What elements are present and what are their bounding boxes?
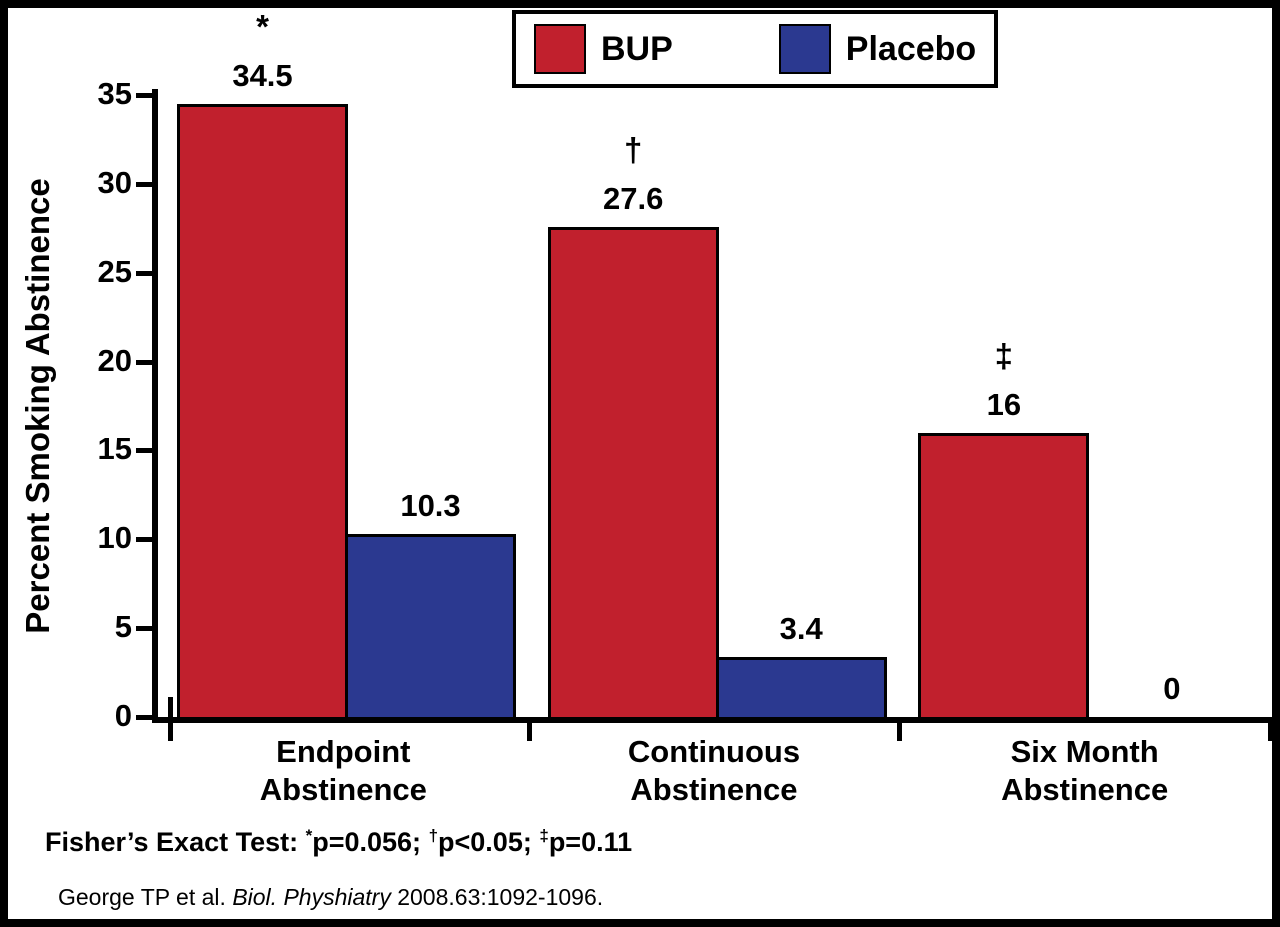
bar-placebo-0	[345, 533, 516, 720]
y-tick	[136, 715, 152, 720]
bup-color-swatch	[534, 24, 586, 74]
value-label: 16	[986, 386, 1022, 422]
y-tick	[136, 359, 152, 365]
double-dagger-symbol: ‡	[539, 826, 549, 845]
category-label: Six Month Abstinence	[1001, 734, 1169, 807]
legend-label-placebo: Placebo	[845, 29, 977, 68]
citation: George TP et al. Biol. Physhiatry 2008.6…	[58, 884, 603, 911]
y-tick-label: 35	[97, 76, 132, 111]
y-tick-label: 10	[97, 520, 132, 556]
bar-bup-0	[177, 103, 348, 720]
bar-bup-1	[547, 226, 719, 720]
x-tick	[168, 697, 173, 741]
bar-placebo-1	[715, 656, 887, 720]
y-tick	[136, 537, 152, 543]
value-label: 3.4	[779, 610, 823, 646]
y-axis-line	[152, 89, 158, 723]
footnote-prefix: Fisher’s Exact Test:	[45, 827, 306, 857]
footnote-segment-1: p=0.056;	[312, 827, 429, 857]
y-tick	[136, 270, 152, 276]
citation-journal: Biol. Physhiatry	[232, 884, 391, 910]
value-label: 10.3	[400, 487, 461, 523]
value-label: 0	[1163, 671, 1181, 706]
y-tick-label: 15	[97, 431, 132, 467]
bar-bup-2	[918, 432, 1090, 720]
y-tick	[136, 181, 152, 187]
y-tick	[136, 93, 152, 98]
value-label: 34.5	[232, 57, 293, 93]
y-tick	[136, 626, 152, 632]
category-label: Endpoint Abstinence	[259, 734, 427, 807]
footnote-segment-2: p<0.05;	[438, 827, 540, 857]
y-tick-label: 5	[114, 609, 132, 645]
stats-footnote: Fisher’s Exact Test: *p=0.056; †p<0.05; …	[45, 827, 632, 858]
legend-label-bup: BUP	[601, 29, 673, 68]
y-tick-label: 25	[97, 253, 132, 289]
y-tick-label: 0	[114, 698, 132, 733]
dagger-symbol: †	[428, 826, 439, 845]
placebo-color-swatch	[778, 24, 831, 74]
asterisk-symbol: *	[305, 826, 313, 845]
significance-symbol: ‡	[994, 336, 1013, 374]
legend-item-bup: BUP	[534, 24, 673, 74]
y-tick-label: 20	[97, 342, 132, 378]
citation-authors: George TP et al.	[58, 884, 233, 910]
x-tick	[1268, 721, 1273, 741]
x-tick	[897, 721, 903, 741]
legend-item-placebo: Placebo	[778, 24, 977, 74]
value-label: 27.6	[602, 180, 664, 216]
y-tick-label: 30	[97, 164, 132, 200]
legend: BUP Placebo	[512, 10, 998, 88]
y-tick	[136, 448, 152, 454]
category-label: Continuous Abstinence	[627, 734, 801, 807]
significance-symbol: †	[623, 130, 643, 168]
x-axis-line	[152, 717, 1274, 723]
significance-symbol: *	[256, 7, 269, 45]
x-tick	[526, 721, 532, 741]
citation-ref: 2008.63:1092-1096.	[390, 884, 604, 910]
footnote-segment-3: p=0.11	[548, 827, 633, 857]
